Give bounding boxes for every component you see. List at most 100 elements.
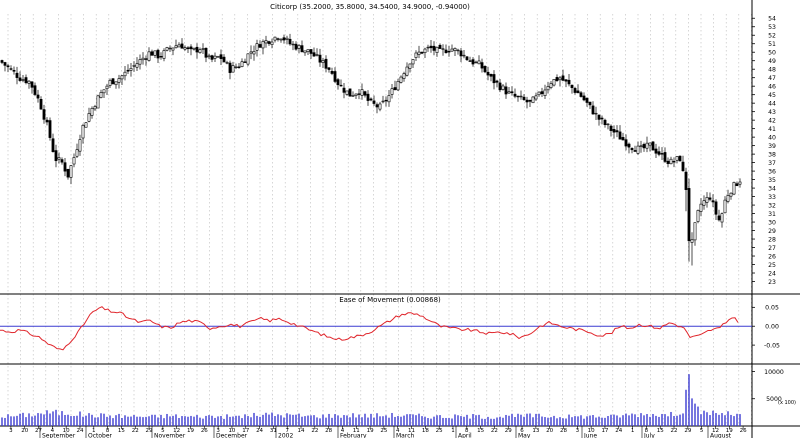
- candle-body: [114, 81, 118, 86]
- candle: [636, 141, 640, 155]
- candle: [279, 38, 283, 43]
- candle: [60, 157, 64, 165]
- volume-bar: [370, 413, 372, 426]
- candle-body: [561, 75, 565, 81]
- candle: [378, 101, 382, 112]
- x-tick-label: 25: [380, 428, 387, 434]
- volume-bar: [103, 413, 105, 426]
- candle: [276, 37, 280, 42]
- x-tick-label: 7: [285, 428, 289, 434]
- candle: [726, 189, 730, 204]
- candle-body: [471, 59, 475, 65]
- volume-bar: [601, 417, 603, 426]
- candle-body: [18, 77, 22, 81]
- candle-body: [702, 200, 706, 206]
- x-axis: 3 20 27 4 10 24 1 8 15 22 29 5 12 19 26 3 10 17 24 31 7 14 22 2…: [9, 426, 747, 438]
- volume-bar: [712, 410, 714, 426]
- candle-body: [66, 168, 70, 178]
- volume-bar: [502, 417, 504, 426]
- candle: [330, 67, 334, 76]
- candle-body: [252, 51, 256, 55]
- candle-body: [291, 43, 295, 46]
- volume-bar: [664, 414, 666, 426]
- volume-bar: [427, 418, 429, 426]
- candle: [648, 142, 652, 152]
- candle-body: [591, 105, 595, 115]
- price-tick-label: 39: [768, 143, 776, 150]
- volume-bar: [148, 416, 150, 426]
- volume-bar: [616, 415, 618, 426]
- price-panel: Citicorp (35.2000, 35.8000, 34.5400, 34.…: [0, 3, 776, 286]
- candle-body: [156, 49, 160, 59]
- candle: [492, 70, 496, 90]
- volume-bar: [625, 413, 627, 426]
- x-tick-label: 18: [422, 428, 429, 434]
- candle: [468, 56, 472, 62]
- candle: [78, 134, 82, 156]
- candle-body: [558, 77, 562, 81]
- candle-body: [447, 50, 451, 53]
- candle-body: [546, 86, 550, 91]
- candle: [135, 57, 139, 72]
- osc-tick-label: 0.00: [765, 324, 779, 331]
- candle: [90, 106, 94, 119]
- volume-bar: [733, 416, 735, 426]
- candle-body: [168, 47, 172, 50]
- candle-body: [507, 91, 511, 94]
- candle-body: [333, 71, 337, 82]
- candle: [36, 89, 40, 103]
- candle-body: [57, 157, 61, 160]
- candle: [48, 117, 52, 141]
- candle-body: [321, 60, 325, 63]
- volume-bar: [385, 415, 387, 426]
- candle: [168, 45, 172, 53]
- candle-body: [501, 85, 505, 90]
- volume-bar: [346, 415, 348, 426]
- candle: [708, 192, 712, 202]
- candle: [447, 45, 451, 57]
- volume-bar: [28, 413, 30, 426]
- candle-body: [549, 83, 553, 88]
- candle-body: [99, 92, 103, 98]
- candle: [531, 96, 535, 104]
- candle: [510, 86, 514, 96]
- candle: [117, 74, 121, 89]
- x-tick-label: 17: [601, 428, 608, 434]
- volume-bar: [484, 418, 486, 426]
- candle-body: [627, 143, 631, 148]
- x-tick-label: 19: [367, 428, 374, 434]
- candle: [579, 91, 583, 98]
- candle: [513, 88, 517, 99]
- volume-bar: [166, 413, 168, 426]
- volume-bar: [697, 406, 699, 426]
- candle-body: [174, 45, 178, 49]
- volume-bar: [289, 414, 291, 426]
- candle: [381, 95, 385, 104]
- month-label: February: [340, 433, 367, 438]
- volume-bar: [322, 414, 324, 426]
- candle: [351, 91, 355, 97]
- candle-body: [219, 54, 223, 59]
- volume-bar: [685, 389, 687, 426]
- candle: [357, 88, 361, 100]
- volume-bar: [418, 413, 420, 426]
- candle-body: [453, 48, 457, 51]
- volume-bar: [115, 415, 117, 426]
- candle-body: [123, 71, 127, 77]
- candle: [21, 75, 25, 83]
- volume-bar: [295, 414, 297, 426]
- candle-body: [711, 200, 715, 203]
- candle: [450, 44, 454, 52]
- x-tick-label: 5: [700, 428, 704, 434]
- volume-bar: [559, 417, 561, 426]
- candle: [219, 49, 223, 65]
- volume-bar: [400, 416, 402, 426]
- candle-body: [720, 213, 724, 223]
- candle-body: [555, 77, 559, 82]
- volume-bar: [124, 415, 126, 426]
- candle: [150, 49, 154, 56]
- month-label: March: [396, 433, 414, 438]
- candle: [597, 114, 601, 126]
- candle: [294, 41, 298, 51]
- candle-body: [543, 89, 547, 96]
